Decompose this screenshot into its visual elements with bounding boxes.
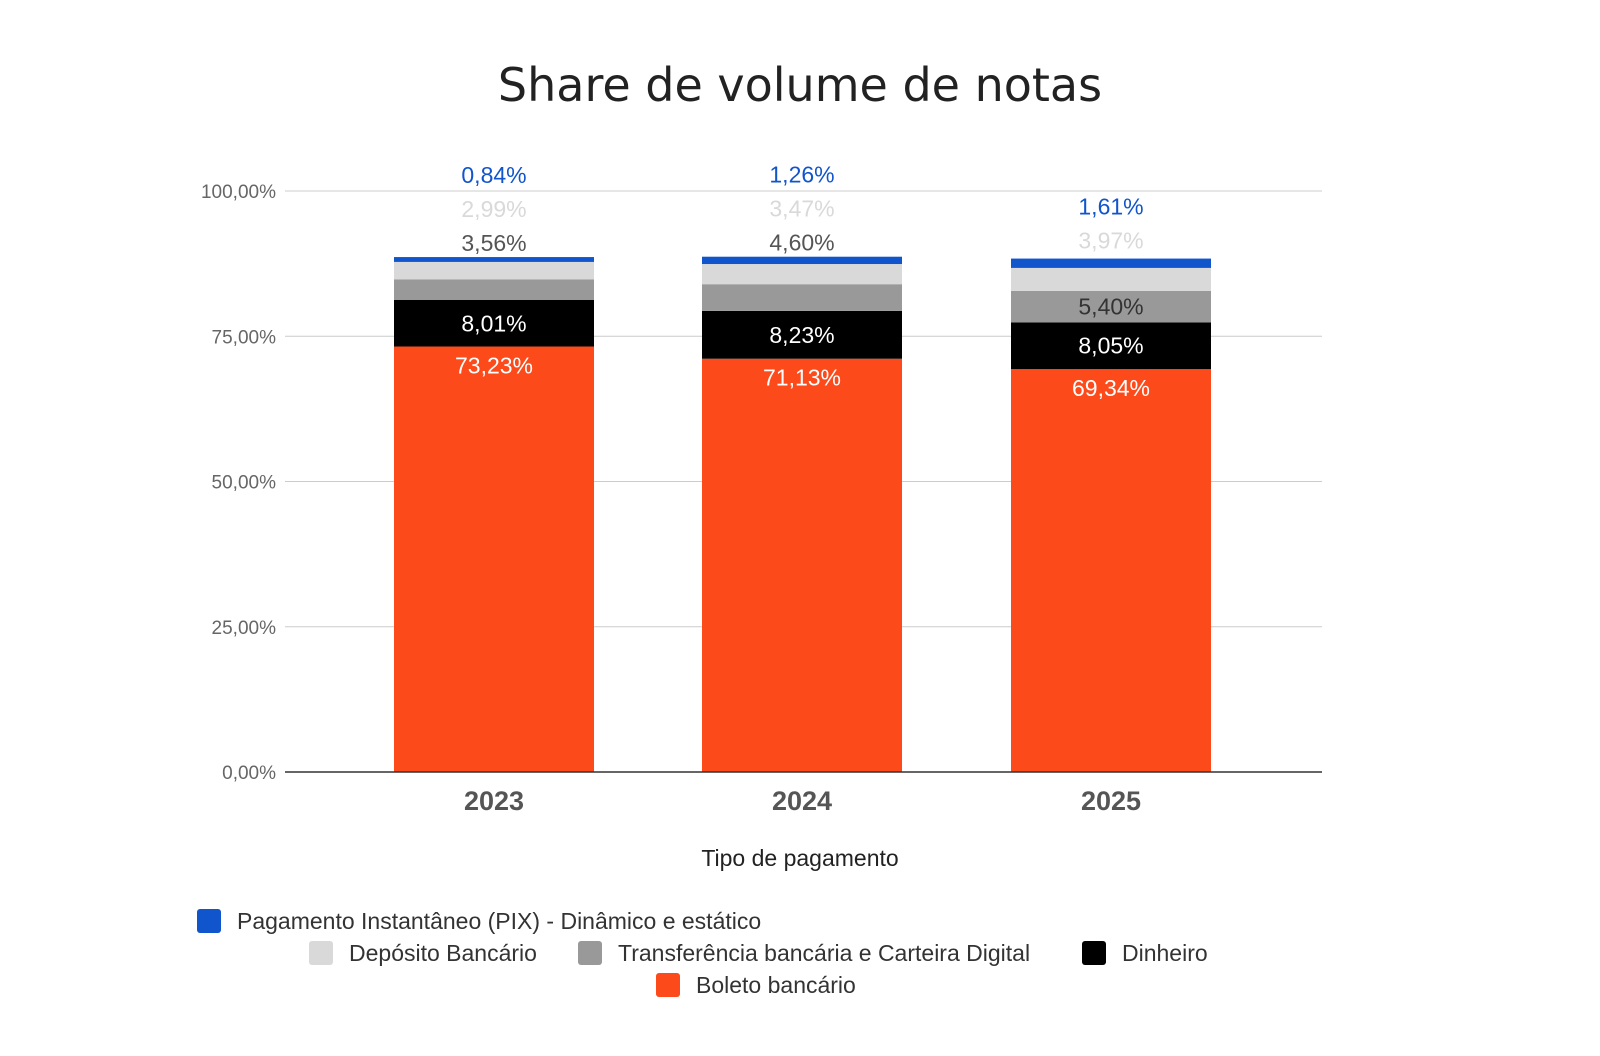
data-label: 8,01% (461, 310, 526, 336)
bar-segment (702, 256, 902, 265)
bar-segment (1011, 258, 1211, 268)
bar-segment (394, 279, 594, 300)
legend-label: Boleto bancário (696, 972, 856, 998)
x-axis-ticks: 2023 2024 2025 (464, 786, 1141, 816)
legend-swatch (197, 909, 221, 933)
legend-label: Dinheiro (1122, 940, 1208, 966)
data-label: 8,05% (1078, 333, 1143, 359)
data-label: 71,13% (763, 365, 841, 391)
data-labels: 73,23% 8,01% 3,56% 2,99% 0,84% 71,13% 8,23% 4,6… (455, 162, 1150, 401)
data-label: 3,47% (769, 196, 834, 222)
bars (394, 256, 1211, 772)
bar-segment (394, 257, 594, 262)
y-tick-label: 0,00% (222, 763, 276, 784)
data-label: 4,60% (769, 230, 834, 256)
bar-segment (394, 299, 594, 347)
data-label: 8,23% (769, 322, 834, 348)
legend-swatch (1082, 941, 1106, 965)
x-axis-label: Tipo de pagamento (701, 845, 898, 871)
bar-segment (394, 261, 594, 280)
data-label: 2,99% (461, 196, 526, 222)
legend-label: Transferência bancária e Carteira Digita… (618, 940, 1030, 966)
legend-label: Depósito Bancário (349, 940, 537, 966)
data-label: 5,40% (1078, 294, 1143, 320)
chart-title: Share de volume de notas (498, 58, 1102, 112)
y-tick-label: 50,00% (212, 473, 277, 494)
legend-swatch (656, 973, 680, 997)
bar-segment (702, 284, 902, 311)
bar-segment (702, 358, 902, 772)
bar-segment (1011, 290, 1211, 323)
data-label: 3,56% (461, 230, 526, 256)
bar-segment (702, 310, 902, 359)
bar-segment (702, 264, 902, 285)
y-tick-label: 25,00% (212, 618, 277, 639)
bar-segment (1011, 369, 1211, 772)
x-tick-label: 2025 (1081, 786, 1141, 816)
x-tick-label: 2023 (464, 786, 524, 816)
y-tick-label: 75,00% (212, 327, 277, 348)
data-label: 3,97% (1078, 228, 1143, 254)
data-label: 69,34% (1072, 375, 1150, 401)
bar-segment (1011, 322, 1211, 370)
data-label: 1,26% (769, 162, 834, 188)
x-tick-label: 2024 (772, 786, 832, 816)
data-label: 73,23% (455, 353, 533, 379)
y-tick-label: 100,00% (201, 182, 276, 203)
data-label: 1,61% (1078, 194, 1143, 220)
legend: Pagamento Instantâneo (PIX) - Dinâmico e… (197, 908, 1208, 998)
data-label: 0,84% (461, 162, 526, 188)
bar-segment (394, 346, 594, 772)
y-axis-ticks: 0,00% 25,00% 50,00% 75,00% 100,00% (201, 182, 276, 784)
legend-label: Pagamento Instantâneo (PIX) - Dinâmico e… (237, 908, 761, 934)
legend-swatch (309, 941, 333, 965)
legend-swatch (578, 941, 602, 965)
bar-segment (1011, 267, 1211, 291)
